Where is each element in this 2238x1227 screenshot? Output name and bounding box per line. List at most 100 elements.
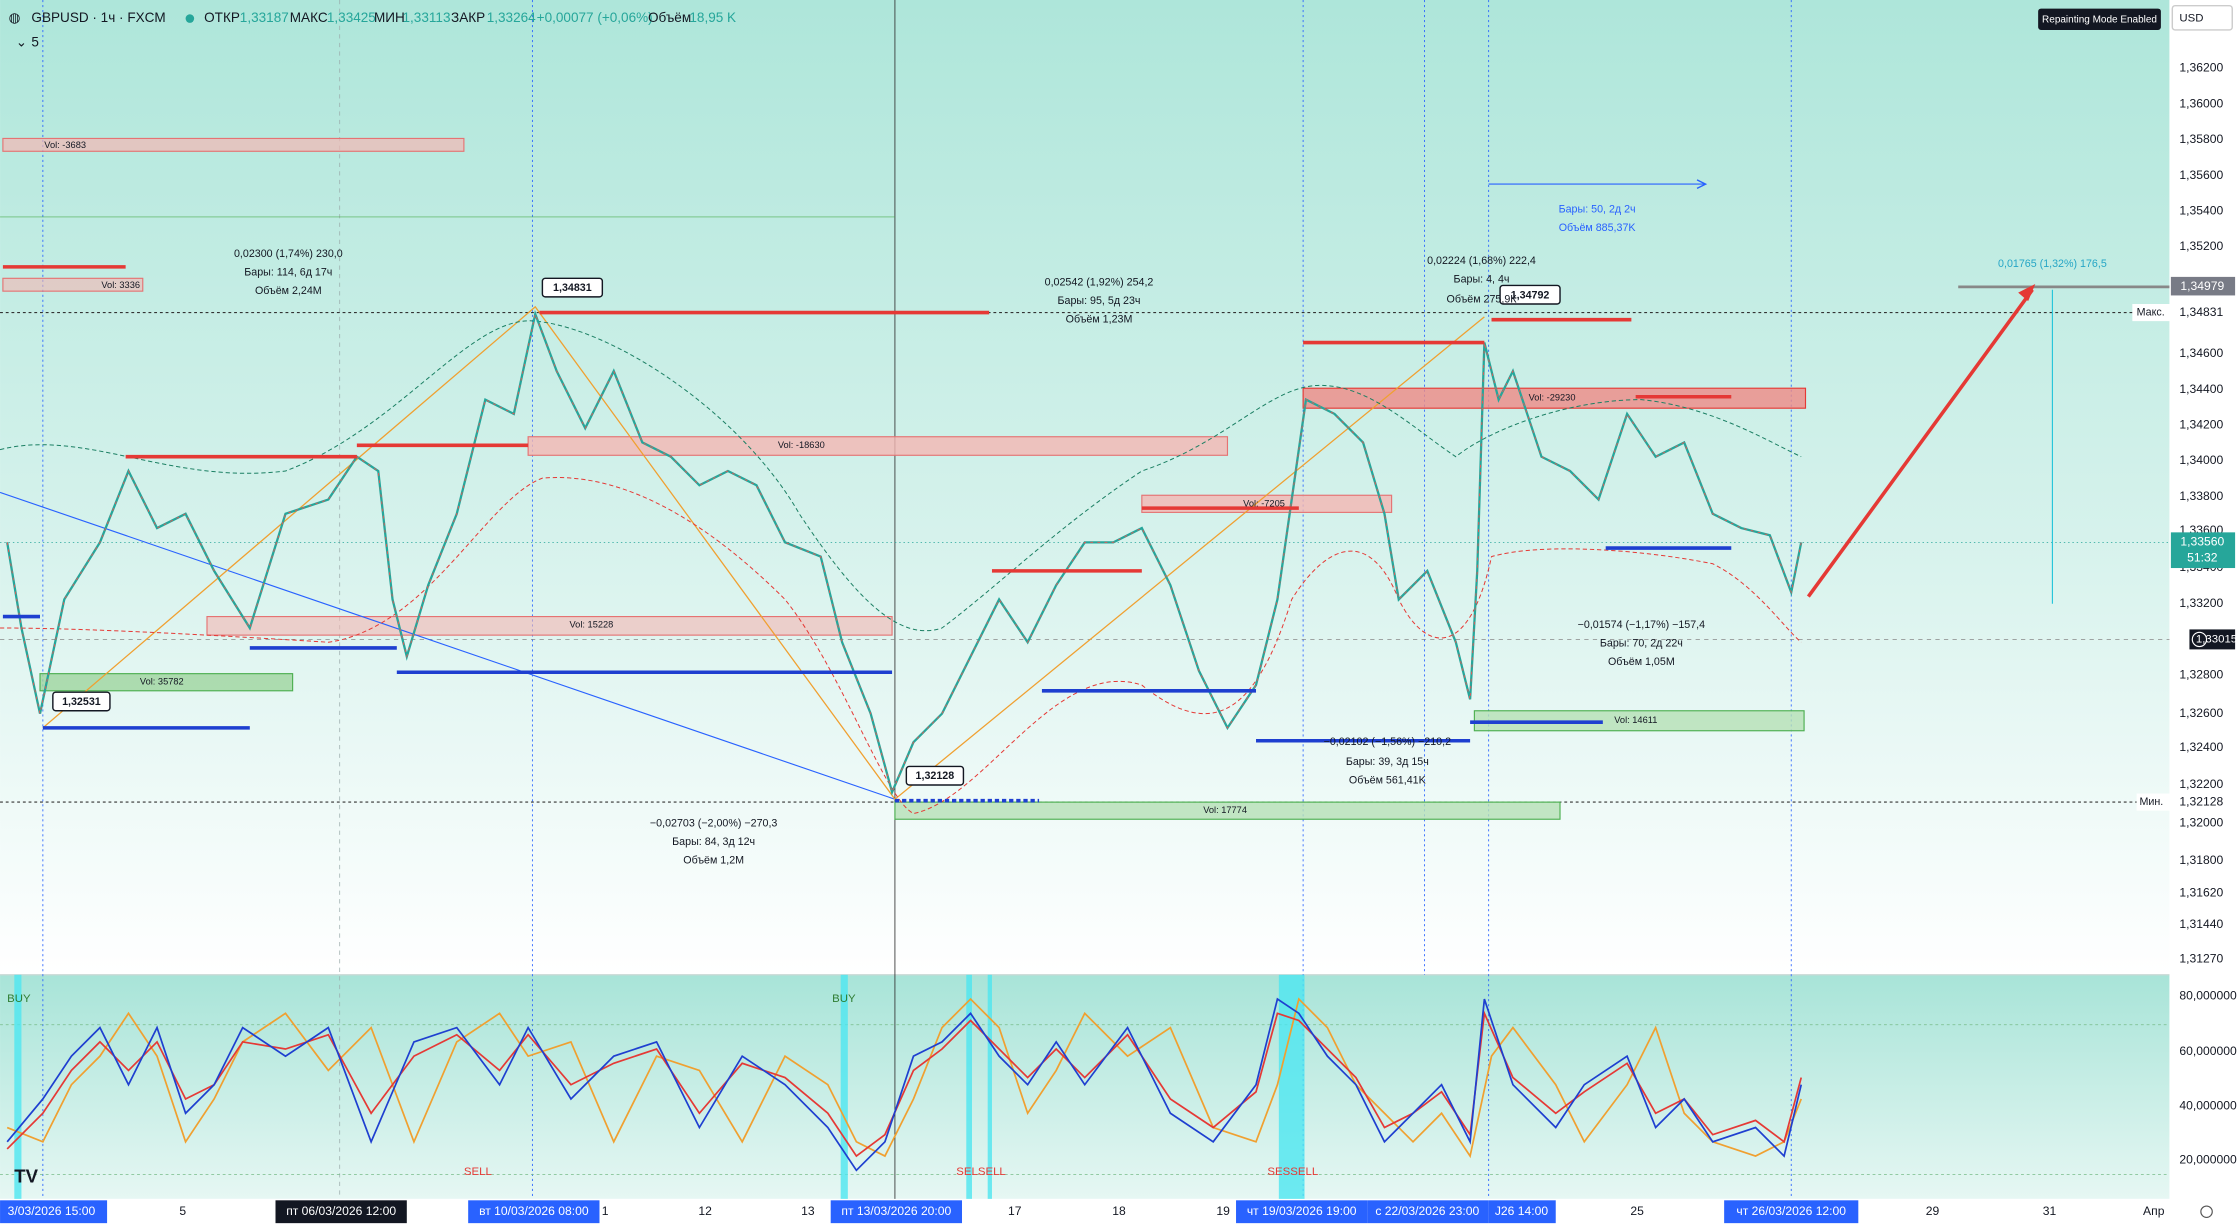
price-label-box <box>905 765 965 786</box>
rect <box>206 615 893 636</box>
price-tick: 1,35800 <box>2179 132 2223 146</box>
measure-volume: Объём 1,23M <box>1066 314 1133 326</box>
price-tick: 1,32600 <box>2179 706 2223 720</box>
rect <box>1724 1200 1859 1224</box>
price-tick: 1,34400 <box>2179 382 2223 396</box>
price-scale <box>2169 0 2238 1227</box>
vol-label: Vol: 3336 <box>101 280 140 290</box>
tag-bg <box>2189 629 2236 650</box>
add-alert[interactable] <box>2191 631 2208 648</box>
rect <box>1278 974 1305 1199</box>
rect <box>1236 1200 1368 1224</box>
rect <box>1367 1200 1489 1224</box>
time-tick: 31 <box>2043 1204 2057 1218</box>
price-path <box>6 309 1803 796</box>
measure-change: −0,02703 (−2,00%) −270,3 <box>650 817 778 829</box>
projection-arrow-head <box>2018 284 2036 302</box>
measure-volume: Объём 561,41K <box>1349 775 1427 787</box>
price-label: 1,34831 <box>553 282 592 294</box>
time-tick: 12 <box>698 1204 712 1218</box>
vol-label: Vol: -7205 <box>1243 498 1285 508</box>
currency-box[interactable] <box>2171 4 2233 31</box>
projection-label: 0,01765 (1,32%) 176,5 <box>1998 258 2107 270</box>
time-tick: 29 <box>1926 1204 1940 1218</box>
vol-label: Vol: 15228 <box>570 620 614 630</box>
time-tick: 18 <box>1112 1204 1126 1218</box>
range-bars: Бары: 50, 2д 2ч <box>1559 204 1636 216</box>
time-tick: пт 13/03/2026 20:00 <box>841 1204 951 1218</box>
price-tick: 1,33800 <box>2179 489 2223 503</box>
price-label: 1,34792 <box>1511 289 1550 301</box>
measure-volume: Объём 1,2M <box>683 854 744 866</box>
settings[interactable] <box>2200 1205 2213 1219</box>
measure-volume: Объём 275,9К <box>1447 294 1518 306</box>
time-tick: 3/03/2026 15:00 <box>8 1204 96 1218</box>
rect <box>468 1200 600 1224</box>
currency[interactable]: USD <box>2179 13 2203 25</box>
close: 1,33264 <box>487 10 536 25</box>
price-label-box <box>541 277 604 298</box>
price-tick: 1,33200 <box>2179 596 2223 610</box>
price-tick: 1,35200 <box>2179 239 2223 253</box>
price-tick: 1,34200 <box>2179 418 2223 432</box>
high: 1,33425 <box>327 10 376 25</box>
measure-volume: Объём 1,05M <box>1608 656 1675 668</box>
measure-bars: Бары: 84, 3д 12ч <box>672 836 755 848</box>
close-label: ЗАКР <box>451 10 485 25</box>
measure-change: 0,02224 (1,68%) 222,4 <box>1427 255 1536 267</box>
change: +0,00077 (+0,06%) <box>537 10 653 25</box>
rect <box>2 277 144 292</box>
interval: 5 <box>31 34 39 49</box>
tag-note-bg <box>2132 304 2171 322</box>
price-tick: 1,32400 <box>2179 740 2223 754</box>
price-axis: 1,36200 1,36000 1,35800 1,35600 1,35400 … <box>2132 61 2237 965</box>
measure-volume: Объём 2,24M <box>255 285 322 297</box>
rect <box>275 1200 407 1224</box>
price-tick: 1,31800 <box>2179 853 2223 867</box>
symbol[interactable]: GBPUSD · 1ч · FXCM <box>31 10 165 25</box>
time-tick: чт 26/03/2026 12:00 <box>1736 1204 1846 1218</box>
price-tick: 1,31270 <box>2179 951 2223 965</box>
oscillator-pane <box>0 974 2170 1199</box>
tv-logo[interactable]: TV <box>14 1165 38 1186</box>
price-label-box <box>52 691 111 712</box>
price-tick: 1,32200 <box>2179 777 2223 791</box>
rect <box>1488 1200 1556 1224</box>
volume-zones <box>2 137 1807 820</box>
sell-signal: SELL <box>464 1166 492 1178</box>
oscillator: BUY BUY SELL SELSELL SESSELL 80,000000 6… <box>0 974 2237 1199</box>
osc-tick: 40,000000 <box>2179 1098 2237 1112</box>
tag-bg <box>2170 276 2236 296</box>
osc-tick: 60,000000 <box>2179 1044 2237 1058</box>
price-tick: 1,35400 <box>2179 203 2223 217</box>
polyline <box>6 997 1803 1159</box>
high-label: МАКС <box>290 10 328 25</box>
measure-bars: Бары: 95, 5д 23ч <box>1058 295 1141 307</box>
rect <box>2 137 465 152</box>
time-tick: 13 <box>801 1204 815 1218</box>
osc-tick: 20,000000 <box>2179 1153 2237 1167</box>
collapse[interactable]: ⌄ <box>16 34 27 49</box>
price-tag: 1,32128 <box>2179 794 2223 808</box>
price-label: 1,32128 <box>916 770 955 782</box>
price-tag: 1,34831 <box>2179 305 2223 319</box>
time-tick: с 22/03/2026 23:00 <box>1375 1204 1479 1218</box>
sell-signal: SESSELL <box>1267 1166 1318 1178</box>
time-tick: 17 <box>1008 1204 1022 1218</box>
price-tag: 1,33560 <box>2180 535 2224 549</box>
range-arrow-head <box>1696 179 1708 190</box>
price-tick: 1,35600 <box>2179 168 2223 182</box>
polyline <box>6 1010 1803 1158</box>
measure-bars: Бары: 39, 3д 15ч <box>1346 756 1429 768</box>
rect <box>14 974 22 1199</box>
rect <box>0 1200 108 1224</box>
tag-bg <box>2170 304 2236 322</box>
time-tick: чт 19/03/2026 19:00 <box>1247 1204 1357 1218</box>
rect <box>39 673 294 692</box>
countdown: 51:32 <box>2187 550 2218 564</box>
tag-note: Макс. <box>2137 306 2165 318</box>
levels <box>2 265 1732 803</box>
rect <box>987 974 992 1199</box>
vol-label: Vol: -3683 <box>44 140 86 150</box>
time-tick: Апр <box>2143 1204 2165 1218</box>
